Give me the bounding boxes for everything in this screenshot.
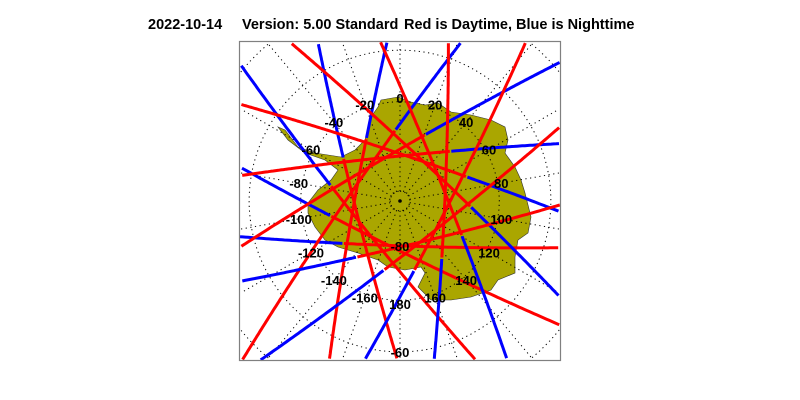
- longitude-label: -160: [352, 291, 378, 306]
- day-track-segment: [357, 203, 561, 259]
- night-track-segment: [432, 258, 444, 359]
- night-track-segment: [241, 166, 331, 217]
- longitude-label: 100: [490, 212, 512, 227]
- latitude-ring: [240, 43, 269, 73]
- latitude-ring: [531, 329, 560, 359]
- longitude-label: 20: [428, 97, 442, 112]
- night-track-segment: [240, 64, 332, 187]
- latitude-label: -80: [391, 239, 410, 254]
- day-track-segment: [330, 185, 477, 361]
- day-track-segment: [383, 126, 561, 271]
- longitude-label: -140: [321, 273, 347, 288]
- longitude-label: -60: [302, 143, 321, 158]
- day-track-segment: [413, 42, 527, 271]
- south-pole-dot: [398, 199, 402, 203]
- night-track-segment: [365, 42, 389, 139]
- longitude-label: 40: [459, 115, 473, 130]
- night-track-segment: [470, 206, 560, 297]
- night-track-segment: [316, 43, 345, 158]
- map-frame: [238, 40, 562, 362]
- day-track-segment: [328, 139, 368, 359]
- latitude-label: -60: [391, 345, 410, 360]
- longitude-label: 180: [389, 297, 411, 312]
- longitude-label: -40: [325, 115, 344, 130]
- longitude-label: 140: [455, 273, 477, 288]
- longitude-label: 160: [424, 291, 446, 306]
- meridian-line: [240, 172, 391, 200]
- meridian-line: [409, 202, 560, 230]
- longitude-label: -100: [286, 212, 312, 227]
- latitude-ring: [240, 329, 269, 359]
- latitude-ring: [531, 43, 560, 73]
- longitude-label: -120: [298, 245, 324, 260]
- night-track-segment: [239, 235, 343, 245]
- night-track-segment: [364, 270, 416, 360]
- night-track-segment: [259, 269, 385, 362]
- meridian-line: [267, 43, 395, 194]
- ground-tracks: [239, 41, 561, 362]
- meridian-line: [409, 172, 560, 200]
- longitude-label: 120: [478, 245, 500, 260]
- meridian-line: [405, 43, 533, 194]
- meridian-line: [405, 208, 533, 359]
- graticule: [240, 42, 560, 360]
- longitude-label: 0: [396, 91, 403, 106]
- night-track-segment: [460, 235, 509, 359]
- legend-text: Red is Daytime, Blue is Nighttime: [404, 17, 635, 33]
- meridian-line: [267, 208, 395, 359]
- longitude-label: -20: [355, 97, 374, 112]
- longitude-label: 80: [494, 176, 508, 191]
- day-track-segment: [290, 42, 472, 208]
- meridian-line: [240, 202, 391, 230]
- longitude-label: 60: [482, 143, 496, 158]
- date-label: 2022-10-14: [148, 17, 223, 33]
- night-track-segment: [466, 175, 560, 213]
- version-label: Version: 5.00 Standard: [242, 17, 399, 33]
- day-track-segment: [240, 103, 467, 178]
- night-track-segment: [241, 255, 357, 283]
- longitude-label: -80: [289, 176, 308, 191]
